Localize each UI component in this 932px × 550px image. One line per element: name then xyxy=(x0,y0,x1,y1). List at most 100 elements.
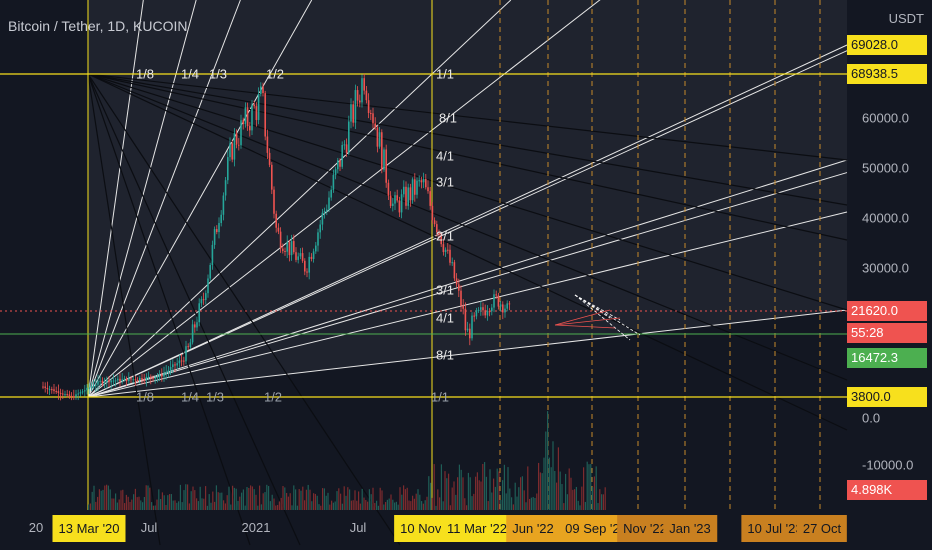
volume-bar xyxy=(160,499,162,510)
volume-bar xyxy=(278,501,280,510)
candle-body xyxy=(62,393,64,395)
candle-body xyxy=(398,200,401,213)
candle-body xyxy=(453,262,456,279)
candle-body xyxy=(266,136,269,153)
candle-body xyxy=(451,262,453,264)
volume-bar xyxy=(358,491,360,510)
candle-body xyxy=(158,374,161,377)
candle-body xyxy=(350,104,352,122)
volume-bar xyxy=(437,489,439,510)
volume-bar xyxy=(428,476,430,510)
candle-body xyxy=(372,113,374,124)
fan-line-down-0 xyxy=(87,73,848,161)
volume-bar xyxy=(122,489,124,510)
candle-body xyxy=(312,251,315,259)
fan-line-upper-3 xyxy=(87,0,313,398)
volume-bar xyxy=(440,464,442,510)
volume-bar xyxy=(431,497,433,510)
volume-bar xyxy=(367,501,369,510)
volume-bar xyxy=(341,503,343,510)
candle-body xyxy=(438,232,440,235)
volume-bar xyxy=(91,491,93,510)
price-flag: 55:28 xyxy=(847,323,927,343)
volume-bar xyxy=(354,490,356,510)
volume-bar xyxy=(482,463,484,510)
volume-bar xyxy=(412,495,414,510)
volume-bar xyxy=(239,496,241,510)
volume-bar xyxy=(336,491,338,510)
candle-body xyxy=(249,126,251,131)
volume-bar xyxy=(520,477,522,510)
volume-bar xyxy=(601,494,603,510)
candle-body xyxy=(374,123,376,128)
candle-body xyxy=(246,107,249,127)
candle-body xyxy=(405,186,407,206)
volume-bar xyxy=(291,505,293,510)
volume-bar xyxy=(205,486,207,510)
volume-bar xyxy=(163,495,165,510)
volume-bar xyxy=(275,505,277,510)
candle-body xyxy=(339,160,341,167)
volume-bar xyxy=(262,493,264,510)
volume-bar xyxy=(563,503,565,510)
volume-bar xyxy=(395,501,397,510)
volume-bar xyxy=(397,504,399,510)
volume-bar xyxy=(251,486,253,510)
candle-body xyxy=(147,376,150,378)
candle-body xyxy=(154,377,156,379)
candle-body xyxy=(321,212,324,225)
candle-body xyxy=(286,242,288,252)
candle-body xyxy=(242,120,244,124)
volume-bar xyxy=(503,464,505,510)
candle-body xyxy=(130,378,132,380)
volume-bar xyxy=(444,471,446,510)
candle-body xyxy=(42,386,44,388)
volume-bar xyxy=(451,487,453,510)
volume-bar xyxy=(196,498,198,510)
candle-body xyxy=(486,311,489,316)
candle-body xyxy=(262,86,264,94)
volume-bar xyxy=(593,476,595,510)
candle-body xyxy=(271,164,273,190)
price-flag: 21620.0 xyxy=(847,301,927,321)
volume-bar xyxy=(151,502,153,510)
volume-bar xyxy=(347,487,349,510)
candle-body xyxy=(409,187,412,201)
fan-lower-mask xyxy=(88,310,847,545)
candle-body xyxy=(381,132,383,170)
candle-body xyxy=(363,78,365,91)
candle-body xyxy=(458,284,460,291)
candle-body xyxy=(504,308,506,313)
volume-bar xyxy=(478,480,480,510)
candle-body xyxy=(356,90,359,101)
volume-bar xyxy=(588,464,590,510)
gann-ratio-label: 1/4 xyxy=(180,389,200,405)
candle-body xyxy=(425,178,427,188)
volume-bar xyxy=(511,497,513,510)
candle-body xyxy=(277,227,280,232)
candle-body xyxy=(444,249,447,253)
candle-body xyxy=(282,248,284,252)
volume-bar xyxy=(500,499,502,510)
candle-body xyxy=(51,389,53,391)
candle-body xyxy=(180,360,183,362)
volume-bar xyxy=(359,503,361,510)
volume-bar xyxy=(109,489,111,510)
volume-bar xyxy=(178,501,180,510)
volume-bar xyxy=(289,493,291,510)
volume-bar xyxy=(133,494,135,510)
candle-body xyxy=(394,195,396,204)
candle-body xyxy=(328,197,330,210)
volume-bar xyxy=(590,463,592,510)
volume-bar xyxy=(116,502,118,510)
fan-line-down-2 xyxy=(87,73,848,241)
candle-body xyxy=(290,241,293,256)
y-tick-label: 40000.0 xyxy=(862,210,909,226)
gann-ratio-label: 3/1 xyxy=(435,174,455,190)
volume-bar xyxy=(404,489,406,510)
candle-body xyxy=(183,360,185,362)
candle-body xyxy=(304,260,306,272)
volume-bar xyxy=(302,486,304,510)
gann-ratio-label: 8/1 xyxy=(438,110,458,126)
